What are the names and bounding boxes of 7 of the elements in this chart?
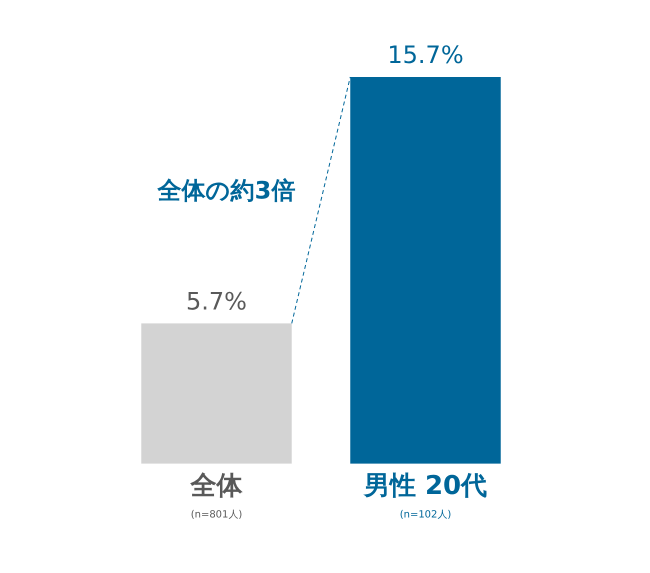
text: (n=102人) xyxy=(400,509,452,520)
x-tick-label: 全体 xyxy=(190,471,244,502)
annotation: 全体の約3倍 xyxy=(156,176,296,204)
data-label: 15.7% xyxy=(387,41,464,70)
text: (n=801人) xyxy=(190,509,242,520)
x-tick-label: 男性 20代 xyxy=(362,471,488,502)
data-label: 5.7% xyxy=(186,288,247,316)
